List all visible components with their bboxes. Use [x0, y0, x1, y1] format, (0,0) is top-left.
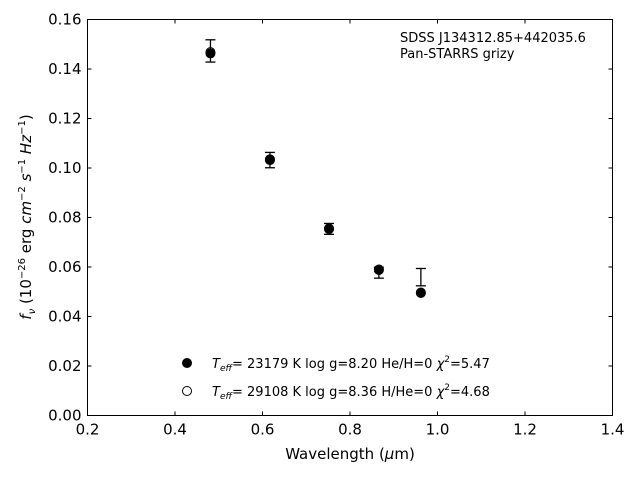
legend: Teff= 23179 K log g=8.20 He/H=0 χ2=5.47 …: [182, 355, 490, 402]
data-points: [205, 47, 426, 298]
y-tick-label: 0.06: [48, 258, 81, 276]
tick-labels: 0.2 0.4 0.6 0.8 1.0 1.2 1.4 0.00 0.02 0.04 0.06 0.0…: [48, 11, 624, 439]
y-tick-label: 0.10: [48, 159, 81, 177]
y-tick-label: 0.16: [48, 11, 81, 29]
legend-entry-open: Teff= 29108 K log g=8.36 H/He=0 χ2=4.68: [182, 383, 490, 402]
legend-marker-open: [182, 386, 192, 396]
y-tick-label: 0.12: [48, 110, 81, 128]
annotation-survey: Pan-STARRS grizy: [400, 47, 515, 62]
model-point-open: [205, 47, 216, 58]
model-point-open: [324, 223, 334, 234]
x-tick-label: 0.8: [338, 421, 362, 439]
legend-marker-filled: [182, 358, 192, 368]
annotation-object: SDSS J134312.85+442035.6: [400, 31, 586, 46]
model-point-open: [415, 287, 426, 298]
model-point-open: [264, 154, 275, 165]
y-tick-label: 0.04: [48, 308, 81, 326]
x-tick-label: 1.4: [601, 421, 625, 439]
y-tick-label: 0.00: [48, 407, 81, 425]
x-tick-label: 1.2: [513, 421, 537, 439]
legend-entry-filled: Teff= 23179 K log g=8.20 He/H=0 χ2=5.47: [182, 355, 490, 374]
y-axis-label: fν (10−26 erg cm−2 s−1 Hz−1): [17, 114, 38, 319]
observed-flux-errorbar: [415, 267, 426, 287]
y-tick-label: 0.02: [48, 357, 81, 375]
x-tick-label: 1.0: [426, 421, 450, 439]
y-tick-label: 0.08: [48, 209, 81, 227]
svg-text:fν (10−26 erg cm−2 s−1 Hz−1): fν (10−26 erg cm−2 s−1 Hz−1): [17, 114, 38, 319]
svg-text:Teff= 29108 K log g=8.36 H/H: Teff= 29108 K log g=8.36 H/He=0 χ2=4.68: [212, 383, 490, 402]
x-tick-label: 0.6: [251, 421, 275, 439]
svg-text:Teff= 23179 K log g=8.20 He/: Teff= 23179 K log g=8.20 He/H=0 χ2=5.47: [212, 355, 490, 374]
x-tick-label: 0.2: [76, 421, 100, 439]
x-tick-label: 0.4: [163, 421, 187, 439]
plot-frame: [87, 19, 613, 416]
y-tick-label: 0.14: [48, 60, 81, 78]
model-point-filled: [264, 155, 275, 166]
x-axis-label: Wavelength (μm): [285, 445, 415, 463]
model-point-filled: [324, 224, 334, 235]
model-point-open: [373, 264, 384, 275]
